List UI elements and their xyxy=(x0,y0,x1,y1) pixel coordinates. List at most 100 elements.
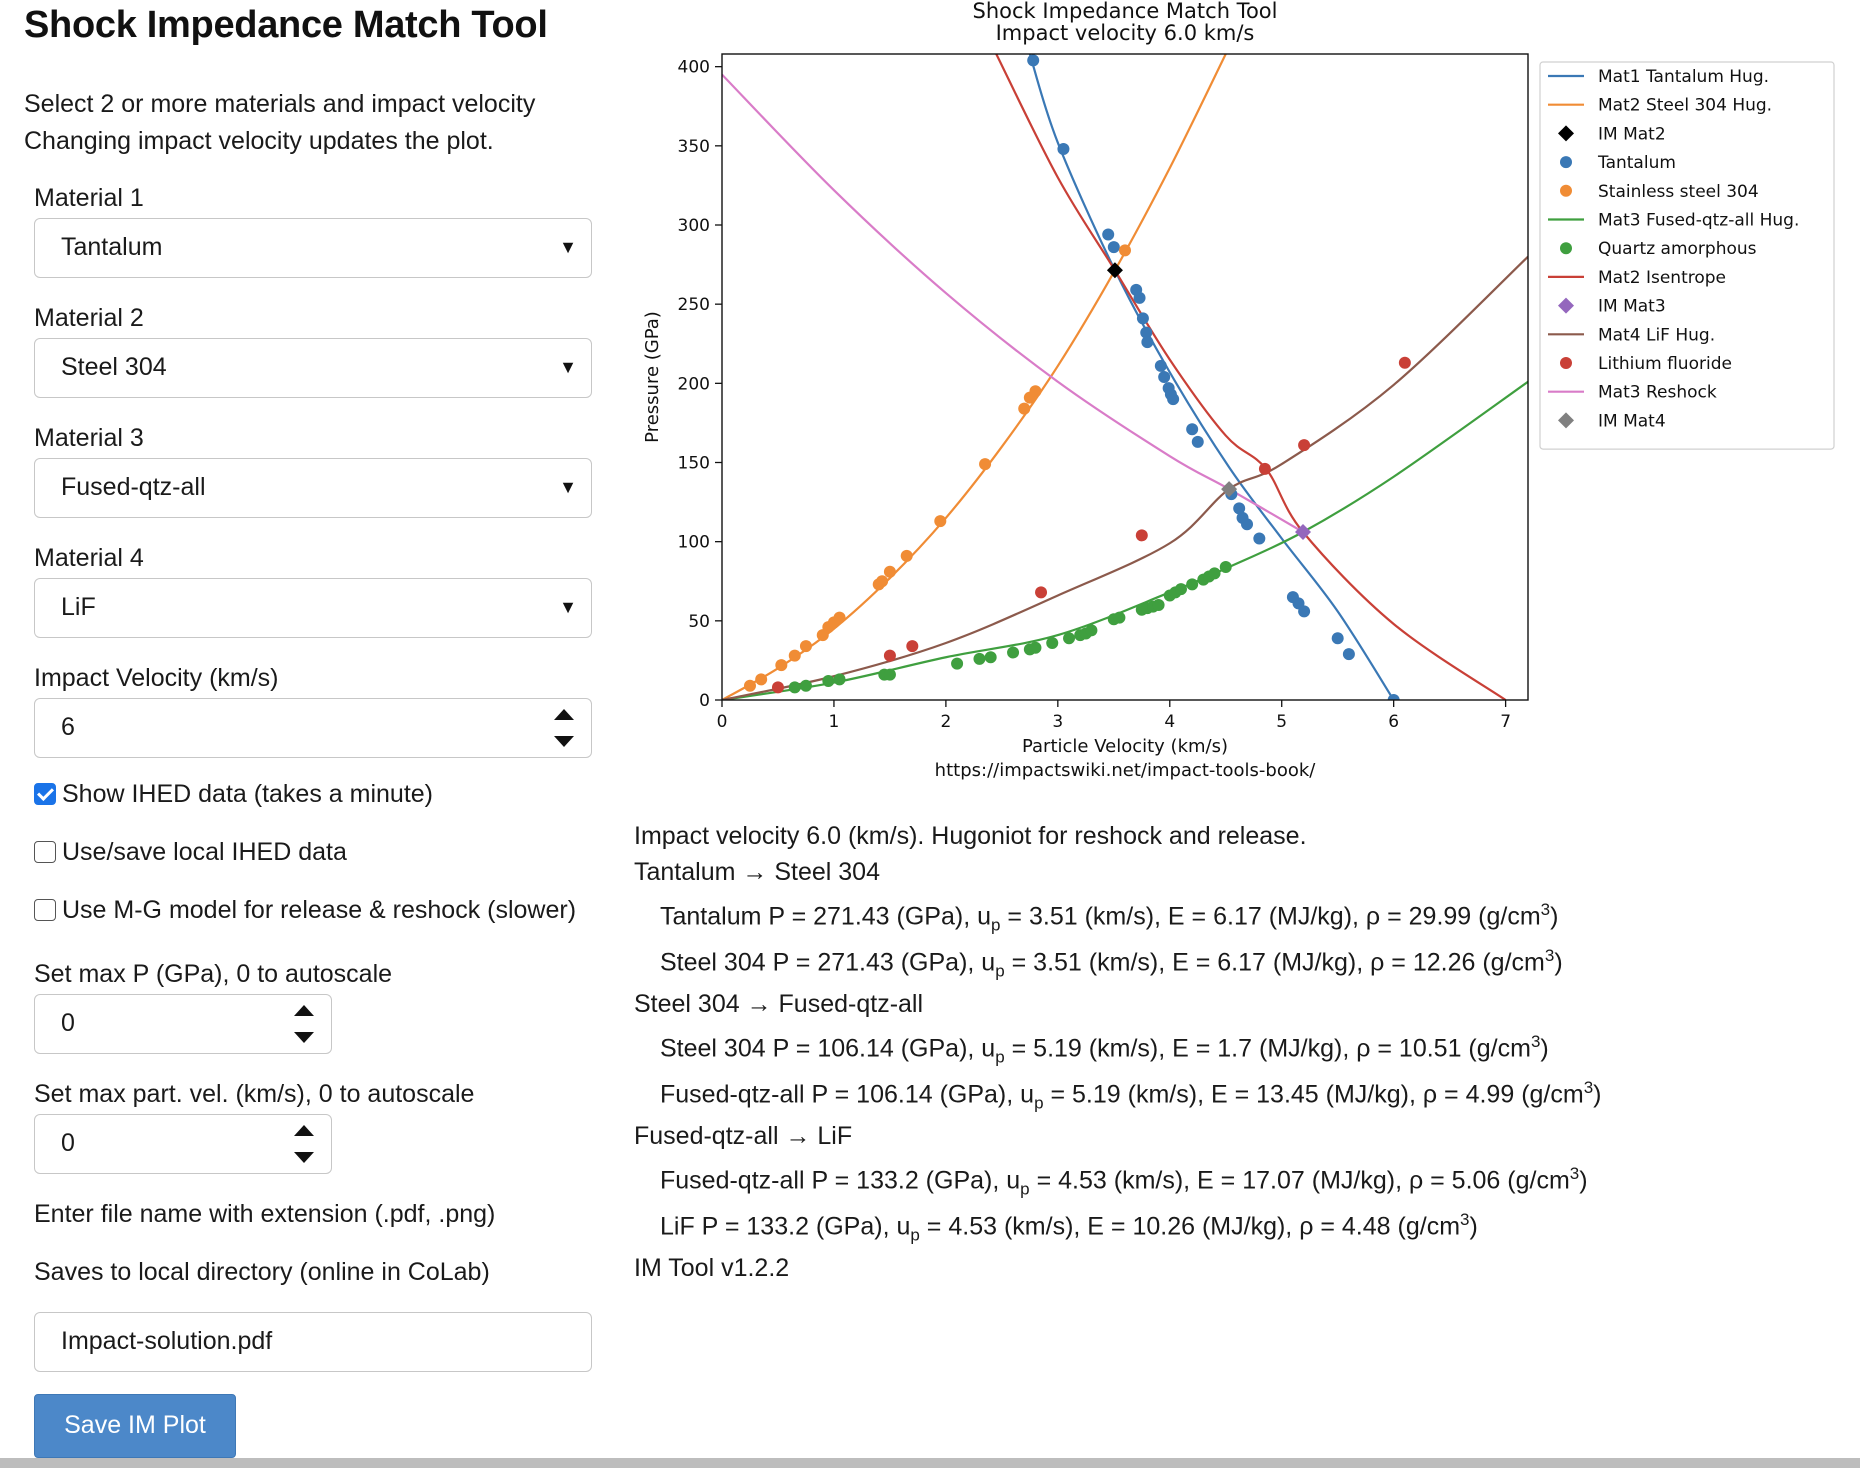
max-up-label: Set max part. vel. (km/s), 0 to autoscal… xyxy=(34,1080,475,1108)
series-line-mat3-reshock xyxy=(722,73,1304,533)
legend-label: Mat2 Isentrope xyxy=(1598,268,1726,288)
data-point-quartz-amorphous xyxy=(883,668,896,681)
material-3-select[interactable]: Fused-qtz-all ▼ xyxy=(34,458,592,518)
x-tick-label: 6 xyxy=(1388,712,1399,732)
legend-label: Mat2 Steel 304 Hug. xyxy=(1598,96,1772,116)
intro-line-2: Changing impact velocity updates the plo… xyxy=(24,127,494,155)
y-tick-label: 250 xyxy=(678,295,710,315)
data-point-quartz-amorphous xyxy=(1063,632,1076,645)
data-point-quartz-amorphous xyxy=(799,679,812,692)
result-row: Steel 304 P = 106.14 (GPa), up = 5.19 (k… xyxy=(660,1032,1549,1067)
data-point-quartz-amorphous xyxy=(1208,567,1221,580)
data-point-lithium-fluoride xyxy=(1135,529,1148,542)
data-point-stainless-steel-304 xyxy=(775,659,788,672)
legend-box xyxy=(1539,61,1835,450)
data-point-quartz-amorphous xyxy=(1186,578,1199,591)
data-point-quartz-amorphous xyxy=(1219,561,1232,573)
max-up-value: 0 xyxy=(61,1129,75,1157)
legend-swatch-stainless-steel-304 xyxy=(1560,184,1572,197)
checkbox-checked-icon[interactable] xyxy=(34,783,56,805)
data-point-tantalum xyxy=(1191,435,1204,448)
checkbox-icon[interactable] xyxy=(34,899,56,921)
legend-swatch-quartz-amorphous xyxy=(1560,242,1572,255)
legend-label: IM Mat3 xyxy=(1598,297,1666,317)
file-hint-1: Enter file name with extension (.pdf, .p… xyxy=(34,1200,496,1228)
legend-label: Mat4 LiF Hug. xyxy=(1598,325,1715,345)
data-point-quartz-amorphous xyxy=(1007,646,1020,659)
legend-swatch-lithium-fluoride xyxy=(1560,357,1572,369)
y-tick-label: 200 xyxy=(678,374,710,394)
max-up-input[interactable]: 0 xyxy=(34,1114,332,1174)
y-tick-label: 50 xyxy=(688,612,710,632)
material-1-select[interactable]: Tantalum ▼ xyxy=(34,218,592,278)
impact-velocity-label: Impact Velocity (km/s) xyxy=(34,664,279,692)
save-plot-button[interactable]: Save IM Plot xyxy=(34,1394,236,1458)
data-point-stainless-steel-304 xyxy=(799,640,812,653)
data-point-tantalum xyxy=(1342,648,1355,661)
im-point-im-mat4 xyxy=(1221,481,1238,498)
app-title: Shock Impedance Match Tool xyxy=(24,4,548,46)
chevron-down-icon: ▼ xyxy=(559,357,577,377)
x-tick-label: 7 xyxy=(1500,712,1511,732)
stepper-up-icon[interactable] xyxy=(294,1125,314,1136)
legend-label: Tantalum xyxy=(1597,153,1676,173)
chevron-down-icon: ▼ xyxy=(559,477,577,497)
max-p-stepper[interactable] xyxy=(293,1003,315,1045)
data-point-quartz-amorphous xyxy=(951,657,964,670)
legend-swatch-tantalum xyxy=(1560,156,1572,169)
material-4-label: Material 4 xyxy=(34,544,144,572)
result-group-title: Tantalum → Steel 304 xyxy=(634,858,880,886)
result-group-title: Fused-qtz-all → LiF xyxy=(634,1122,853,1150)
data-point-tantalum xyxy=(1057,143,1070,155)
data-point-quartz-amorphous xyxy=(973,652,986,665)
checkbox-icon[interactable] xyxy=(34,841,56,863)
material-2-select[interactable]: Steel 304 ▼ xyxy=(34,338,592,398)
data-point-lithium-fluoride xyxy=(883,649,896,662)
max-up-stepper[interactable] xyxy=(293,1123,315,1165)
file-name-value: Impact-solution.pdf xyxy=(61,1327,273,1355)
material-1-value: Tantalum xyxy=(61,233,163,261)
material-2-label: Material 2 xyxy=(34,304,144,332)
max-p-value: 0 xyxy=(61,1009,75,1037)
data-point-tantalum xyxy=(1298,605,1311,618)
impact-velocity-input[interactable]: 6 xyxy=(34,698,592,758)
x-axis-label: Particle Velocity (km/s) xyxy=(1022,736,1228,757)
x-tick-label: 5 xyxy=(1276,712,1287,732)
stepper-up-icon[interactable] xyxy=(554,709,574,720)
chevron-down-icon: ▼ xyxy=(559,237,577,257)
stepper-down-icon[interactable] xyxy=(554,736,574,747)
data-point-stainless-steel-304 xyxy=(900,549,913,562)
data-point-tantalum xyxy=(1331,632,1344,645)
data-point-stainless-steel-304 xyxy=(833,611,846,624)
material-3-label: Material 3 xyxy=(34,424,144,452)
data-point-tantalum xyxy=(1141,336,1154,349)
data-point-tantalum xyxy=(1241,518,1254,531)
data-point-lithium-fluoride xyxy=(771,681,784,694)
data-point-lithium-fluoride xyxy=(1258,462,1271,475)
legend-label: Quartz amorphous xyxy=(1598,239,1757,259)
mg-model-checkbox[interactable]: Use M-G model for release & reshock (slo… xyxy=(34,896,576,925)
x-tick-label: 3 xyxy=(1052,712,1063,732)
show-ihed-checkbox[interactable]: Show IHED data (takes a minute) xyxy=(34,780,433,809)
x-tick-label: 2 xyxy=(940,712,951,732)
max-p-input[interactable]: 0 xyxy=(34,994,332,1054)
result-row: LiF P = 133.2 (GPa), up = 4.53 (km/s), E… xyxy=(660,1210,1478,1245)
material-4-select[interactable]: LiF ▼ xyxy=(34,578,592,638)
y-axis-label: Pressure (GPa) xyxy=(642,311,663,443)
mg-model-label: Use M-G model for release & reshock (slo… xyxy=(62,896,577,924)
stepper-up-icon[interactable] xyxy=(294,1005,314,1016)
series-line-mat1-tantalum-hug xyxy=(1028,54,1395,700)
stepper-down-icon[interactable] xyxy=(294,1152,314,1163)
chart-footer: https://impactswiki.net/impact-tools-boo… xyxy=(935,760,1317,781)
data-point-stainless-steel-304 xyxy=(743,679,756,692)
local-ihed-checkbox[interactable]: Use/save local IHED data xyxy=(34,838,347,867)
bottom-scrollbar[interactable] xyxy=(0,1458,1860,1468)
show-ihed-label: Show IHED data (takes a minute) xyxy=(62,780,433,808)
data-point-quartz-amorphous xyxy=(1046,637,1059,649)
data-point-lithium-fluoride xyxy=(1035,586,1048,599)
material-4-value: LiF xyxy=(61,593,96,621)
file-name-input[interactable]: Impact-solution.pdf xyxy=(34,1312,592,1372)
results-header: Impact velocity 6.0 (km/s). Hugoniot for… xyxy=(634,822,1307,850)
impact-velocity-stepper[interactable] xyxy=(553,707,575,749)
stepper-down-icon[interactable] xyxy=(294,1032,314,1043)
